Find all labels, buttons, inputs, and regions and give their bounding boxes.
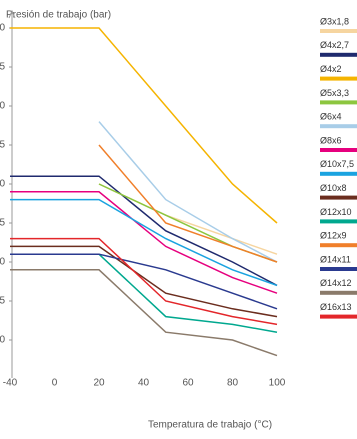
legend-label: Ø3x1,8 bbox=[320, 16, 349, 26]
series-line bbox=[98, 183, 278, 255]
legend-label: Ø8x6 bbox=[320, 135, 342, 145]
series-line bbox=[10, 253, 278, 310]
legend-swatch bbox=[320, 29, 357, 33]
legend-label: Ø12x10 bbox=[320, 207, 352, 217]
legend-swatch bbox=[320, 267, 357, 271]
legend-swatch bbox=[320, 171, 357, 176]
legend-swatch bbox=[320, 219, 357, 224]
series-line bbox=[10, 191, 278, 294]
legend-label: Ø10x8 bbox=[320, 183, 347, 193]
x-tick-label: 20 bbox=[93, 378, 105, 389]
series-line bbox=[10, 198, 278, 287]
legend-label: Ø5x3,3 bbox=[320, 88, 349, 98]
y-tick-label: 5 bbox=[0, 140, 5, 151]
y-tick-label: 0 bbox=[0, 23, 5, 34]
series-line bbox=[98, 121, 278, 263]
x-tick-label: 60 bbox=[182, 378, 194, 389]
x-axis-title: Temperatura de trabajo (°C) bbox=[148, 420, 272, 431]
legend-swatch bbox=[320, 314, 357, 319]
legend-label: Ø4x2,7 bbox=[320, 40, 349, 50]
legend-label: Ø10x7,5 bbox=[320, 159, 354, 169]
series-line bbox=[10, 27, 278, 224]
series-line bbox=[10, 175, 278, 287]
y-tick-label: 5 bbox=[0, 62, 5, 73]
x-tick-label: 80 bbox=[227, 378, 239, 389]
legend-label: Ø12x9 bbox=[320, 231, 347, 241]
legend-swatch bbox=[320, 243, 357, 248]
axis-arrow bbox=[8, 9, 16, 19]
series-line bbox=[10, 237, 278, 326]
legend-swatch bbox=[320, 76, 357, 81]
x-tick-label: 0 bbox=[52, 378, 58, 389]
legend-swatch bbox=[320, 52, 357, 57]
legend-label: Ø14x12 bbox=[320, 278, 352, 288]
legend-swatch bbox=[320, 148, 357, 152]
series-line bbox=[10, 269, 278, 357]
legend-label: Ø14x11 bbox=[320, 254, 351, 264]
y-tick-label: 0 bbox=[0, 257, 5, 268]
series-line bbox=[10, 253, 278, 333]
series-line bbox=[10, 245, 278, 318]
y-tick-label: 0 bbox=[0, 335, 5, 346]
legend-swatch bbox=[320, 290, 357, 295]
y-tick-label: 0 bbox=[0, 179, 5, 190]
legend-swatch bbox=[320, 100, 357, 105]
series-line bbox=[98, 144, 278, 263]
y-tick-label: 5 bbox=[0, 218, 5, 229]
y-tick-label: 0 bbox=[0, 101, 5, 112]
legend-label: Ø6x4 bbox=[320, 112, 342, 122]
x-tick-label: -40 bbox=[3, 378, 18, 389]
x-tick-label: 40 bbox=[138, 378, 150, 389]
y-tick-label: 5 bbox=[0, 296, 5, 307]
x-tick-label: 100 bbox=[269, 378, 286, 389]
chart-title: Presión de trabajo (bar) bbox=[6, 10, 111, 21]
legend-label: Ø16x13 bbox=[320, 302, 352, 312]
legend-swatch bbox=[320, 124, 357, 129]
legend-label: Ø4x2 bbox=[320, 64, 342, 74]
legend-swatch bbox=[320, 195, 357, 200]
